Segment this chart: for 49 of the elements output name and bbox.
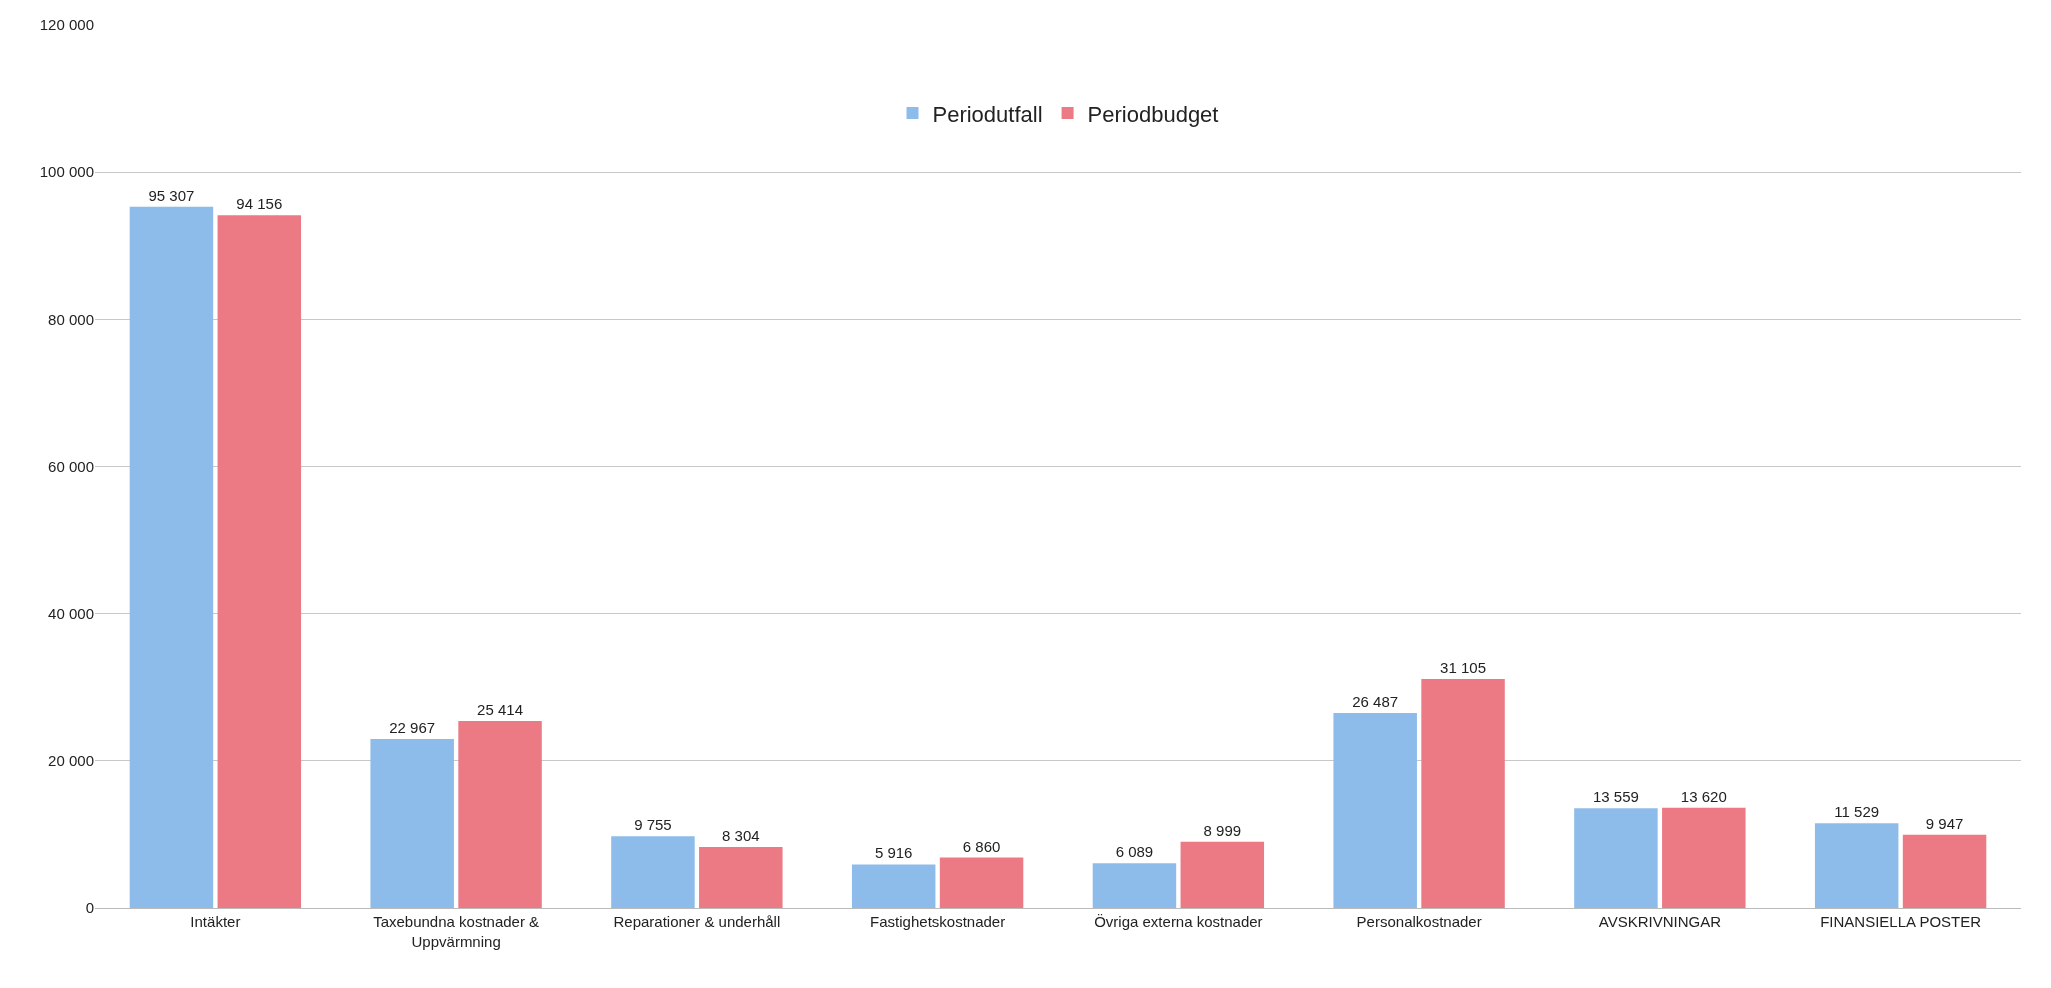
y-tick-label: 40 000 — [48, 604, 94, 622]
bar — [129, 206, 214, 908]
bar — [1662, 807, 1746, 908]
bar — [1902, 834, 1987, 908]
bar — [1180, 841, 1265, 908]
bar — [1814, 823, 1899, 908]
data-label: 8 999 — [1203, 821, 1242, 839]
x-tick-label: Personalkostnader — [1356, 913, 1482, 930]
data-label: 5 916 — [874, 844, 913, 862]
y-tick-label: 120 000 — [39, 16, 94, 34]
x-tick-label: AVSKRIVNINGAR — [1598, 913, 1722, 930]
data-label: 13 620 — [1680, 787, 1727, 805]
bar — [1092, 863, 1177, 908]
data-label: 13 559 — [1592, 788, 1639, 806]
x-tick-label: Fastighetskostnader — [870, 913, 1006, 930]
data-label: 9 947 — [1925, 814, 1964, 832]
data-label: 11 529 — [1834, 803, 1880, 821]
x-tick-label: FINANSIELLA POSTER — [1820, 913, 1982, 930]
bar — [699, 846, 783, 908]
x-tick-label: Reparationer & underhåll — [613, 913, 781, 930]
legend-label: Periodutfall — [932, 101, 1043, 127]
bar — [1421, 679, 1505, 908]
y-tick-label: 80 000 — [48, 310, 94, 328]
data-label: 25 414 — [477, 701, 524, 718]
x-tick-label: Övriga externa kostnader — [1094, 913, 1263, 930]
data-label: 95 307 — [148, 186, 195, 204]
data-label: 6 089 — [1115, 843, 1154, 861]
bar — [1574, 808, 1658, 908]
x-tick-label: Intäkter — [190, 913, 241, 930]
data-label: 94 156 — [236, 195, 283, 213]
data-label: 22 967 — [389, 719, 436, 736]
bar — [217, 215, 302, 908]
bar — [370, 739, 454, 908]
bar — [458, 721, 542, 908]
y-tick-label: 60 000 — [48, 457, 94, 475]
bar — [939, 857, 1024, 908]
data-label: 6 860 — [962, 837, 1001, 855]
data-label: 26 487 — [1352, 693, 1399, 711]
y-tick-label: 20 000 — [48, 752, 94, 770]
data-label: 9 755 — [634, 816, 672, 834]
bar — [851, 864, 936, 908]
bar — [611, 836, 695, 908]
legend-label: Periodbudget — [1087, 101, 1219, 127]
data-label: 31 105 — [1440, 659, 1487, 677]
data-label: 8 304 — [722, 826, 760, 844]
y-tick-label: 100 000 — [39, 163, 94, 181]
bar — [1333, 713, 1417, 908]
y-tick-label: 0 — [85, 899, 94, 917]
x-tick-label: Taxebundna kostnader & Uppvärmning — [373, 913, 540, 950]
